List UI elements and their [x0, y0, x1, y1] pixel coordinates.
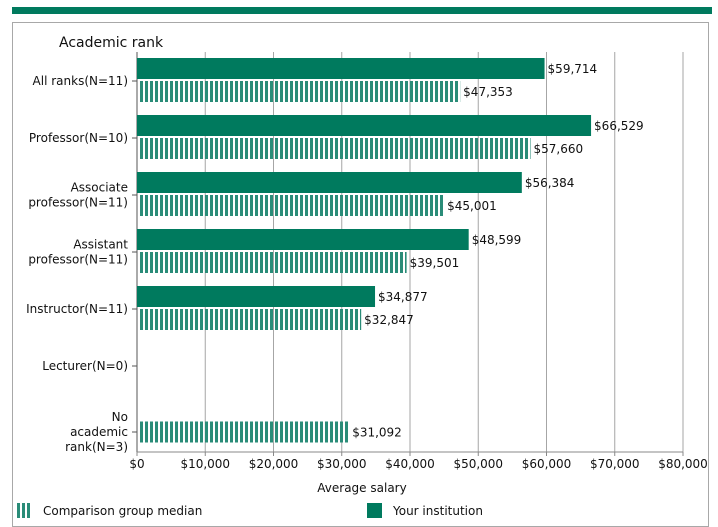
bar-value-label: $47,353: [463, 85, 513, 99]
bar-your-institution: [137, 115, 592, 136]
x-tick-label: $30,000: [317, 457, 367, 471]
bar-comparison-median: [138, 421, 350, 443]
bar-your-institution: [137, 229, 469, 250]
x-tick-label: $10,000: [180, 457, 230, 471]
y-category-label: Assistant: [73, 238, 128, 252]
bar-comparison-median: [138, 195, 445, 216]
bar-value-label: $66,529: [594, 119, 644, 133]
x-tick-label: $0: [129, 457, 144, 471]
bar-comparison-median: [138, 81, 461, 102]
bar-value-label: $48,599: [472, 233, 522, 247]
bar-your-institution: [137, 286, 376, 307]
y-category-label: professor(N=11): [28, 196, 128, 210]
bar-value-label: $31,092: [352, 426, 402, 440]
y-category-label: Associate: [71, 181, 128, 195]
bar-value-label: $32,847: [364, 313, 414, 327]
bar-value-label: $39,501: [410, 256, 460, 270]
bar-comparison-median: [138, 138, 531, 159]
bar-comparison-median: [138, 252, 407, 273]
x-tick-label: $80,000: [658, 457, 708, 471]
x-tick-label: $40,000: [385, 457, 435, 471]
y-category-label: academic: [70, 425, 128, 439]
x-tick-label: $60,000: [522, 457, 572, 471]
bar-value-label: $59,714: [548, 62, 598, 76]
y-category-label: Instructor(N=11): [26, 302, 128, 316]
y-category-label: Lecturer(N=0): [42, 359, 128, 373]
legend-label-institution: Your institution: [393, 503, 483, 518]
bar-your-institution: [137, 58, 545, 79]
legend-item-institution: Your institution: [367, 503, 483, 518]
legend-swatch-institution: [367, 503, 382, 518]
bar-value-label: $45,001: [447, 199, 497, 213]
bar-comparison-median: [138, 309, 362, 330]
legend-swatch-comparison: [17, 503, 32, 518]
y-category-label: rank(N=3): [65, 440, 128, 454]
x-tick-label: $20,000: [249, 457, 299, 471]
y-category-label: professor(N=11): [28, 253, 128, 267]
top-accent-bar: [12, 7, 712, 14]
legend-item-comparison: Comparison group median: [17, 503, 202, 518]
bar-value-label: $34,877: [378, 290, 428, 304]
bar-value-label: $57,660: [534, 142, 584, 156]
bar-value-label: $56,384: [525, 176, 575, 190]
x-tick-label: $50,000: [453, 457, 503, 471]
bar-your-institution: [137, 172, 522, 193]
y-category-label: Professor(N=10): [29, 131, 128, 145]
legend-label-comparison: Comparison group median: [43, 503, 203, 518]
chart-title: Academic rank: [59, 35, 164, 51]
x-tick-label: $70,000: [590, 457, 640, 471]
y-category-label: No: [112, 410, 128, 424]
y-category-label: All ranks(N=11): [33, 74, 128, 88]
x-axis-label: Average salary: [317, 481, 406, 495]
